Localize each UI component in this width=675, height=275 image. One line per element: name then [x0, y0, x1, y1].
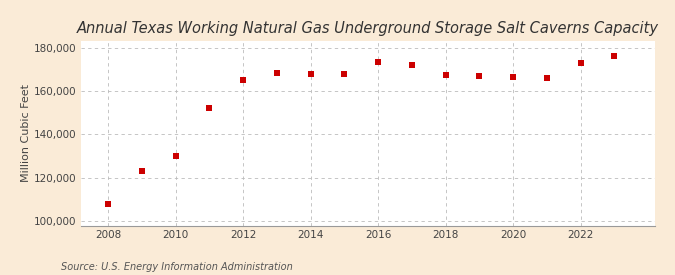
Point — [170, 154, 181, 158]
Point — [440, 73, 451, 77]
Point — [339, 72, 350, 76]
Point — [575, 61, 586, 65]
Point — [508, 75, 518, 79]
Y-axis label: Million Cubic Feet: Million Cubic Feet — [21, 84, 31, 182]
Point — [103, 202, 113, 206]
Title: Annual Texas Working Natural Gas Underground Storage Salt Caverns Capacity: Annual Texas Working Natural Gas Undergr… — [77, 21, 659, 36]
Point — [204, 106, 215, 111]
Point — [271, 70, 282, 75]
Point — [136, 169, 147, 174]
Point — [238, 78, 248, 82]
Point — [474, 74, 485, 78]
Point — [406, 63, 417, 67]
Text: Source: U.S. Energy Information Administration: Source: U.S. Energy Information Administ… — [61, 262, 292, 272]
Point — [373, 60, 383, 64]
Point — [541, 76, 552, 80]
Point — [305, 72, 316, 76]
Point — [609, 54, 620, 59]
